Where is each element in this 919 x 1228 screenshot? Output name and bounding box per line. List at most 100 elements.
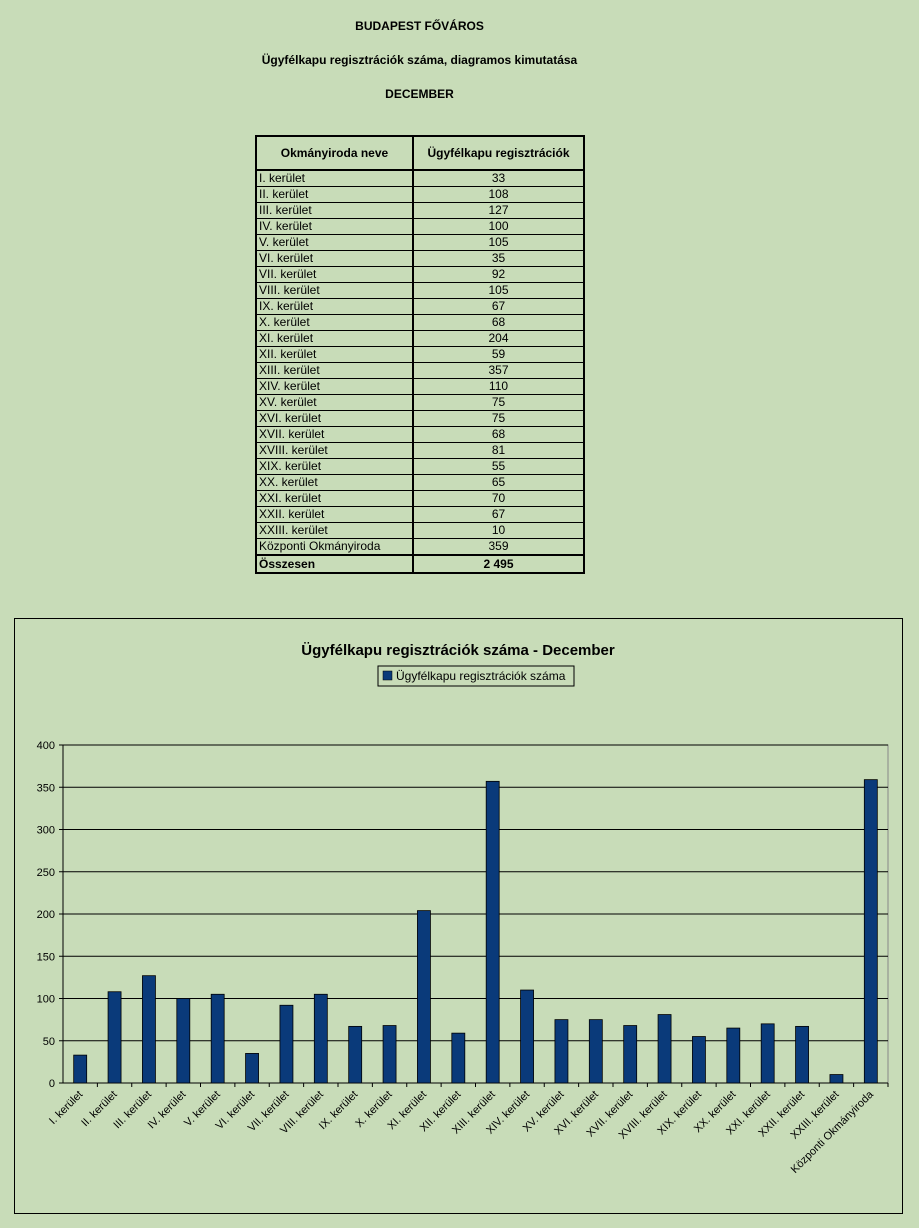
row-value: 105 xyxy=(412,234,585,251)
row-name: I. kerület xyxy=(255,169,414,187)
table-row: XVIII. kerület 81 xyxy=(255,442,585,459)
bar xyxy=(657,1014,672,1084)
bar xyxy=(451,1032,466,1084)
row-value: 127 xyxy=(412,202,585,219)
y-tick-label: 350 xyxy=(37,782,55,794)
bar xyxy=(520,989,534,1084)
row-value: 33 xyxy=(412,169,585,187)
table-row: VIII. kerület 105 xyxy=(255,282,585,299)
column-header-value: Ügyfélkapu regisztrációk xyxy=(412,135,585,171)
total-value: 2 495 xyxy=(412,554,585,574)
total-label: Összesen xyxy=(255,554,414,574)
row-name: XVIII. kerület xyxy=(255,442,414,459)
bar xyxy=(829,1074,844,1084)
row-value: 75 xyxy=(412,394,585,411)
table-row: XVII. kerület 68 xyxy=(255,426,585,443)
y-tick-label: 200 xyxy=(37,909,55,921)
row-name: XXIII. kerület xyxy=(255,522,414,539)
bar xyxy=(313,993,328,1084)
table-row: XIII. kerület 357 xyxy=(255,362,585,379)
row-value: 35 xyxy=(412,250,585,267)
table-row: XX. kerület 65 xyxy=(255,474,585,491)
row-name: XXII. kerület xyxy=(255,506,414,523)
row-name: VIII. kerület xyxy=(255,282,414,299)
row-value: 65 xyxy=(412,474,585,491)
row-name: XX. kerület xyxy=(255,474,414,491)
table-row: XVI. kerület 75 xyxy=(255,410,585,427)
table-row: XXI. kerület 70 xyxy=(255,490,585,507)
y-tick-label: 150 xyxy=(37,951,55,963)
bar-chart: Ügyfélkapu regisztrációk száma - Decembe… xyxy=(37,642,889,1176)
bar xyxy=(863,779,878,1084)
table-row: X. kerület 68 xyxy=(255,314,585,331)
table-row: Központi Okmányiroda 359 xyxy=(255,538,585,556)
header-line-1: BUDAPEST FŐVÁROS xyxy=(355,19,484,33)
row-value: 68 xyxy=(412,426,585,443)
row-value: 357 xyxy=(412,362,585,379)
bar xyxy=(485,780,500,1084)
row-name: IX. kerület xyxy=(255,298,414,315)
bar xyxy=(382,1025,397,1084)
legend-swatch xyxy=(382,670,393,681)
table-row: IV. kerület 100 xyxy=(255,218,585,235)
bar xyxy=(623,1025,638,1084)
row-name: XV. kerület xyxy=(255,394,414,411)
bar xyxy=(795,1025,809,1084)
legend-box xyxy=(377,665,575,687)
table-row: XXIII. kerület 10 xyxy=(255,522,585,539)
table-row: V. kerület 105 xyxy=(255,234,585,251)
row-name: XVII. kerület xyxy=(255,426,414,443)
bar xyxy=(210,993,225,1084)
row-name: IV. kerület xyxy=(255,218,414,235)
row-value: 75 xyxy=(412,410,585,427)
row-name: XI. kerület xyxy=(255,330,414,347)
table-row: XI. kerület 204 xyxy=(255,330,585,347)
row-name: XIII. kerület xyxy=(255,362,414,379)
row-name: II. kerület xyxy=(255,186,414,203)
table-row: VI. kerület 35 xyxy=(255,250,585,267)
row-name: XVI. kerület xyxy=(255,410,414,427)
x-tick-label: IV. kerület xyxy=(146,1089,189,1132)
row-value: 105 xyxy=(412,282,585,299)
row-name: VI. kerület xyxy=(255,250,414,267)
bar xyxy=(726,1027,741,1084)
table-row: III. kerület 127 xyxy=(255,202,585,219)
table-row: XV. kerület 75 xyxy=(255,394,585,411)
table-row: II. kerület 108 xyxy=(255,186,585,203)
y-tick-label: 300 xyxy=(37,825,55,837)
bar xyxy=(279,1004,294,1084)
row-value: 67 xyxy=(412,506,585,523)
row-value: 68 xyxy=(412,314,585,331)
row-name: VII. kerület xyxy=(255,266,414,283)
table-row: IX. kerület 67 xyxy=(255,298,585,315)
row-name: XII. kerület xyxy=(255,346,414,363)
legend-label: Ügyfélkapu regisztrációk száma xyxy=(396,669,566,683)
y-tick-label: 100 xyxy=(37,994,55,1006)
bar xyxy=(588,1019,603,1084)
row-name: XIX. kerület xyxy=(255,458,414,475)
y-tick-label: 0 xyxy=(49,1078,55,1090)
bar xyxy=(142,975,156,1084)
table-row: XIX. kerület 55 xyxy=(255,458,585,475)
table-row: VII. kerület 92 xyxy=(255,266,585,283)
column-header-name: Okmányiroda neve xyxy=(255,135,414,171)
row-value: 81 xyxy=(412,442,585,459)
bar xyxy=(348,1025,363,1084)
table-row: XII. kerület 59 xyxy=(255,346,585,363)
bar xyxy=(417,910,431,1084)
table-body: I. kerület 33 II. kerület 108 III. kerület 12… xyxy=(255,169,585,574)
header-line-2: Ügyfélkapu regisztrációk száma, diagramo… xyxy=(261,53,578,67)
bar xyxy=(107,991,122,1084)
table-row: XIV. kerület 110 xyxy=(255,378,585,395)
total-row: Összesen 2 495 xyxy=(255,554,585,574)
bar xyxy=(692,1036,706,1084)
row-name: Központi Okmányiroda xyxy=(255,538,414,556)
bar xyxy=(245,1053,259,1084)
row-name: XXI. kerület xyxy=(255,490,414,507)
row-value: 10 xyxy=(412,522,585,539)
row-value: 110 xyxy=(412,378,585,395)
table-row: XXII. kerület 67 xyxy=(255,506,585,523)
data-table: Okmányiroda neve Ügyfélkapu regisztráció… xyxy=(255,135,585,574)
y-tick-label: 250 xyxy=(37,867,55,879)
row-value: 100 xyxy=(412,218,585,235)
